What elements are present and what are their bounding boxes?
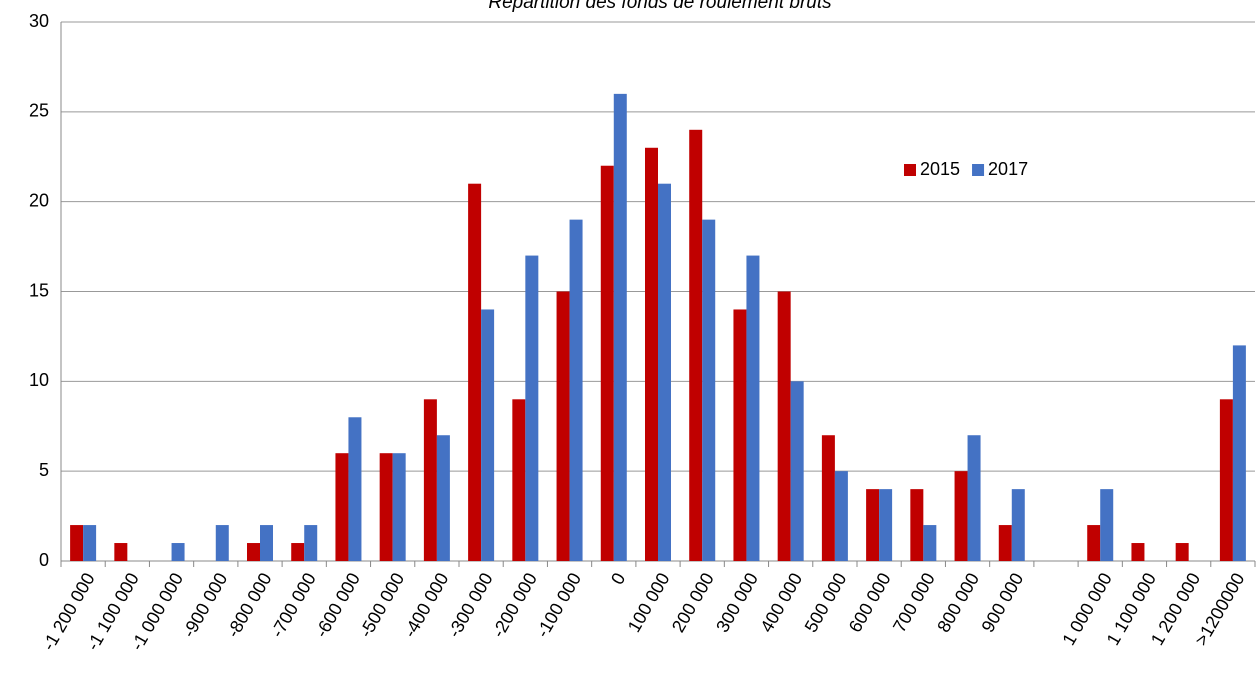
bar [423,399,437,561]
bar [348,417,362,561]
x-tick-label: 0 [607,569,629,588]
bar [114,543,128,561]
y-tick-label: 0 [39,550,49,570]
y-tick-label: 20 [29,190,49,210]
bar [379,453,393,561]
bar [1131,543,1145,561]
x-tick-label: 600 000 [845,569,895,635]
x-tick-label: 800 000 [933,569,983,635]
x-tick-label: 900 000 [977,569,1027,635]
bar [910,489,924,561]
bar [468,183,482,561]
x-tick-label: 500 000 [801,569,851,635]
bar [658,183,671,561]
bar [600,165,614,561]
y-tick-label: 10 [29,370,49,390]
bar [335,453,349,561]
y-tick-label: 30 [29,11,49,31]
bar [171,543,185,561]
legend-label: 2015 [920,159,960,179]
bar [998,525,1012,561]
bar [1175,543,1189,561]
bar [247,543,260,561]
bar [291,543,305,561]
legend-swatch [904,164,916,176]
y-tick-label: 5 [39,460,49,480]
bar [70,525,84,561]
y-tick-label: 25 [29,101,49,121]
bar [733,309,747,561]
bar [481,309,495,561]
bar [556,291,570,561]
bar [746,255,760,562]
bar [1087,525,1101,561]
bar [866,489,880,561]
x-tick-label: 700 000 [889,569,939,635]
bar [1219,399,1233,561]
bar [702,219,716,561]
bar [954,471,968,561]
x-tick-label: 400 000 [756,569,806,635]
bar [689,129,703,562]
bar [967,435,981,561]
bar [645,147,658,561]
legend-label: 2017 [988,159,1028,179]
bar [790,381,804,561]
bar [304,525,318,561]
bar [777,291,791,561]
bar [436,435,450,561]
bar [83,525,97,561]
bar [392,453,406,561]
legend-swatch [972,164,985,176]
bar [1232,345,1246,561]
bar [834,471,848,561]
bar [923,525,937,561]
x-tick-label: 100 000 [624,569,674,635]
bar [1100,489,1114,561]
x-tick-label: 300 000 [712,569,762,635]
x-tick-label: 200 000 [668,569,718,635]
y-tick-label: 15 [29,280,49,300]
bar [512,399,526,561]
chart-title: Répartition des fonds de roulement bruts [488,0,832,13]
bar [821,435,835,561]
bar [215,525,229,561]
bar [260,525,273,561]
bar [879,489,893,561]
bar [525,255,539,562]
bar [1011,489,1025,561]
bar [569,219,583,561]
bar [613,93,627,561]
